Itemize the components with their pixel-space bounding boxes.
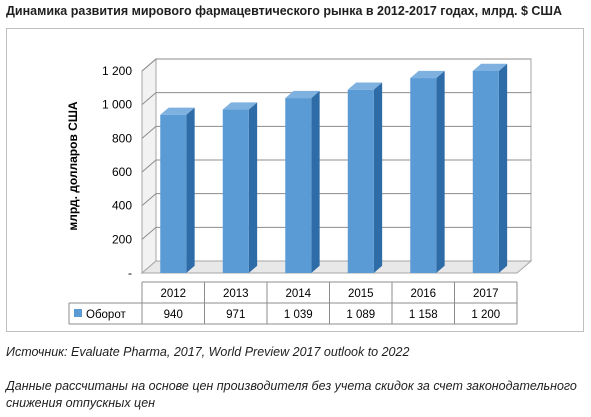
data-table: 2012 940 2013 971 2014 1 039 2015 1 089 2016 1 15… bbox=[68, 281, 518, 325]
y-tick-label: - bbox=[128, 266, 132, 280]
x-category-label: 2013 bbox=[223, 288, 249, 300]
data-value-label: 1 200 bbox=[471, 309, 500, 321]
gridline bbox=[141, 92, 531, 106]
y-tick-label: 1 200 bbox=[102, 64, 132, 78]
x-category-label: 2014 bbox=[285, 288, 311, 300]
gridline bbox=[141, 159, 531, 173]
data-value-label: 940 bbox=[164, 309, 183, 321]
bar-front bbox=[347, 89, 374, 273]
chart-title: Динамика развития мирового фармацевтичес… bbox=[6, 4, 563, 18]
bar-2015 bbox=[347, 82, 383, 273]
bar-top bbox=[347, 82, 383, 90]
methodology-note: Данные рассчитаны на основе цен производ… bbox=[6, 379, 577, 410]
y-tick-label: 1 000 bbox=[102, 98, 132, 112]
x-category-label: 2012 bbox=[160, 288, 186, 300]
chart-area: - 200 400 600 800 1 000 1 200 млрд. долларов СШ… bbox=[6, 28, 584, 332]
gridline bbox=[141, 58, 531, 72]
bar-side bbox=[311, 90, 320, 273]
gridline bbox=[141, 193, 531, 207]
y-axis-label: млрд. долларов США bbox=[66, 101, 80, 230]
bar-2014 bbox=[285, 90, 320, 273]
gridline bbox=[141, 226, 531, 240]
y-tick-label: 800 bbox=[112, 131, 132, 145]
bar-side bbox=[436, 70, 445, 273]
floor bbox=[140, 260, 533, 274]
bar-side bbox=[498, 63, 508, 273]
source-note: Источник: Evaluate Pharma, 2017, World P… bbox=[6, 345, 410, 359]
bar-2017 bbox=[472, 63, 508, 273]
data-value-label: 1 089 bbox=[346, 309, 375, 321]
y-tick-label: 600 bbox=[112, 165, 132, 179]
data-value-label: 1 158 bbox=[409, 309, 438, 321]
bar-2016 bbox=[410, 70, 445, 273]
bar-2013 bbox=[222, 102, 258, 274]
bar-side bbox=[373, 82, 383, 273]
x-category-label: 2017 bbox=[473, 288, 499, 300]
bar-top bbox=[285, 90, 320, 99]
y-tick-label: 400 bbox=[112, 199, 132, 213]
legend-swatch bbox=[74, 309, 82, 317]
data-value-label: 971 bbox=[226, 309, 245, 321]
gridline bbox=[141, 125, 531, 139]
bar-side bbox=[248, 102, 258, 274]
bar-front bbox=[285, 98, 312, 273]
bar-top bbox=[472, 63, 508, 71]
bar-front bbox=[472, 71, 499, 273]
bar-top bbox=[222, 102, 258, 110]
y-tick-label: 200 bbox=[112, 232, 132, 246]
data-value-label: 1 039 bbox=[284, 309, 313, 321]
x-category-label: 2015 bbox=[348, 288, 374, 300]
bar-2012 bbox=[160, 107, 195, 274]
bar-chart: - 200 400 600 800 1 000 1 200 млрд. долларов СШ… bbox=[66, 57, 533, 325]
bar-top bbox=[160, 107, 195, 115]
bar-front bbox=[410, 78, 437, 273]
bar-side bbox=[186, 107, 195, 273]
bar-top bbox=[410, 70, 445, 79]
bar-front bbox=[222, 109, 249, 273]
x-category-label: 2016 bbox=[410, 288, 436, 300]
legend-label: Оборот bbox=[86, 309, 126, 321]
bar-front bbox=[160, 114, 187, 274]
